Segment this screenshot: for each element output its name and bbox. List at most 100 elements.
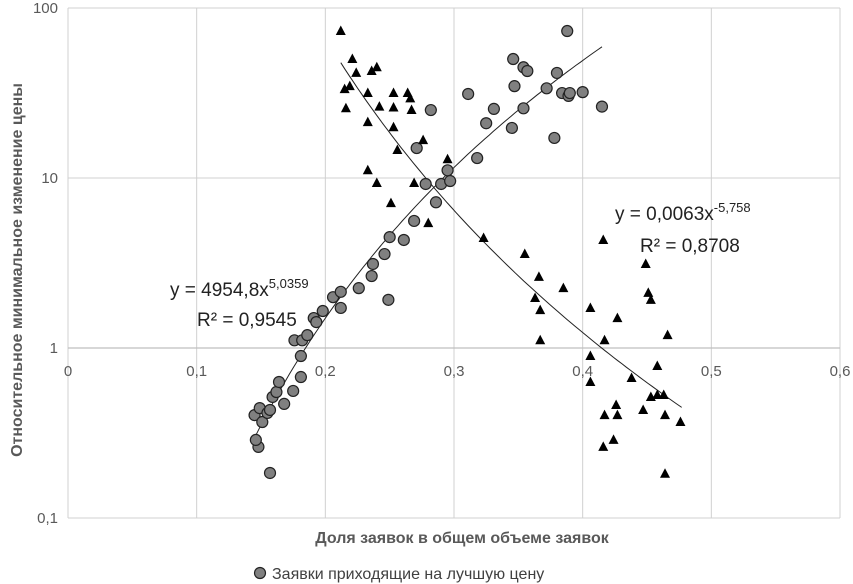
point: [640, 258, 651, 268]
trend-equation: y = 4954,8x5,0359: [170, 276, 309, 301]
point: [365, 269, 378, 283]
point: [521, 64, 534, 78]
point: [406, 104, 417, 115]
point: [638, 404, 649, 414]
point: [645, 294, 656, 304]
equation-text: y = 4954,8x: [170, 280, 269, 301]
trend-r2: R² = 0,9545: [197, 310, 297, 331]
point: [272, 375, 286, 389]
point: [660, 409, 671, 420]
point: [550, 66, 564, 80]
point: [388, 121, 399, 132]
point: [362, 116, 373, 127]
point: [548, 131, 561, 145]
x-tick-label: 0,6: [830, 363, 851, 380]
legend-marker: [253, 566, 267, 580]
point: [388, 87, 399, 98]
point: [382, 293, 395, 306]
point: [294, 349, 307, 363]
y-tick-label: 10: [41, 170, 58, 187]
point: [409, 177, 420, 187]
point: [563, 86, 576, 100]
point: [662, 329, 673, 340]
point: [410, 141, 423, 155]
point: [405, 92, 416, 103]
point: [530, 292, 541, 302]
x-tick-label: 0,4: [572, 363, 593, 380]
point: [347, 53, 358, 64]
x-tick-label: 0,3: [444, 363, 465, 380]
point: [366, 65, 377, 76]
point: [339, 83, 350, 94]
point: [658, 389, 669, 400]
point: [344, 80, 355, 91]
point: [340, 102, 351, 113]
point: [612, 409, 623, 420]
point: [385, 197, 396, 208]
point: [643, 287, 654, 297]
y-tick-label: 0,1: [37, 510, 58, 527]
point: [599, 334, 610, 345]
trend-r2: R² = 0,8708: [640, 236, 740, 257]
y-axis-title: Относительное минимальное изменение цены: [9, 83, 26, 457]
point: [505, 121, 518, 135]
point: [608, 434, 619, 444]
x-tick-label: 0,1: [186, 363, 207, 380]
point: [362, 87, 373, 98]
point: [334, 301, 347, 315]
point: [660, 468, 671, 478]
point: [478, 232, 489, 242]
x-tick-label: 0: [64, 363, 72, 380]
point: [371, 177, 382, 187]
point: [508, 80, 521, 93]
point: [598, 441, 609, 451]
legend-label: Заявки приходящие на лучшую цену: [272, 566, 544, 583]
point: [585, 302, 596, 312]
point: [270, 385, 283, 399]
x-tick-label: 0,5: [701, 363, 722, 380]
point: [595, 100, 609, 113]
point: [374, 101, 385, 111]
point: [263, 466, 277, 480]
point: [352, 282, 365, 295]
point: [378, 247, 391, 261]
point: [278, 397, 291, 411]
point: [429, 196, 443, 209]
point: [517, 102, 530, 115]
point: [301, 329, 314, 342]
point: [441, 164, 454, 177]
point: [535, 304, 546, 315]
point: [585, 376, 596, 386]
point: [316, 304, 329, 318]
point: [249, 433, 262, 447]
point: [418, 134, 429, 145]
point: [335, 25, 346, 36]
point: [480, 117, 493, 130]
point: [366, 257, 380, 271]
point: [675, 416, 686, 427]
point: [540, 82, 553, 95]
y-tick-label: 100: [33, 0, 58, 17]
point: [507, 52, 520, 66]
point: [585, 350, 596, 361]
point: [419, 177, 432, 191]
point: [263, 403, 277, 417]
point: [519, 248, 530, 259]
point: [392, 144, 403, 155]
point: [612, 312, 623, 323]
point: [626, 372, 637, 383]
point: [444, 174, 457, 188]
equation-exponent: -5,758: [714, 200, 751, 215]
equation-text: y = 0,0063x: [615, 204, 714, 225]
point: [287, 384, 300, 398]
point: [576, 86, 589, 99]
point: [561, 24, 574, 38]
point: [652, 360, 663, 370]
point: [598, 234, 609, 244]
point: [256, 415, 269, 429]
point: [558, 282, 569, 293]
point: [599, 409, 610, 420]
trendline: [340, 62, 682, 408]
